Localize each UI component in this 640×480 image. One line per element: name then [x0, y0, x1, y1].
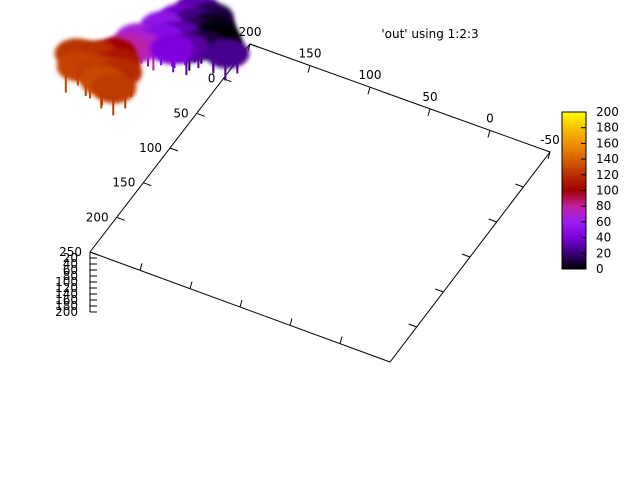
front-tick-mark	[339, 336, 343, 344]
y-tick-mark	[307, 65, 311, 73]
right-tick-mark	[408, 323, 417, 328]
colorbox-tick-label: 120	[596, 168, 619, 182]
y-tick-mark	[487, 130, 491, 138]
x-tick-label: 200	[86, 210, 109, 224]
right-tick-mark	[515, 183, 524, 188]
colorbox-tick-label: 20	[596, 246, 611, 260]
x-tick-label: 0	[208, 72, 216, 86]
z-tick-label: 60	[63, 263, 78, 277]
colorbox-tick-label: 160	[596, 136, 619, 150]
x-tick-label: 100	[139, 141, 162, 155]
y-tick-mark	[367, 87, 371, 95]
x-tick-mark	[249, 43, 259, 48]
z-tick-label: 100	[55, 275, 78, 289]
colorbox-tick-label: 40	[596, 231, 611, 245]
z-tick-label: 200	[55, 305, 78, 319]
x-tick-mark	[169, 147, 179, 152]
z-tick-label: 140	[55, 287, 78, 301]
z-tick-label: 160	[55, 293, 78, 307]
y-tick-label: 100	[359, 68, 382, 82]
colorbox-tick-label: 180	[596, 121, 619, 135]
surface-point	[92, 73, 137, 104]
right-tick-mark	[435, 288, 444, 293]
right-tick-mark	[461, 253, 471, 258]
z-tick-label: 20	[63, 251, 78, 265]
right-tick-mark	[488, 218, 497, 223]
front-tick-mark	[139, 263, 143, 271]
x-tick-label: 250	[59, 245, 82, 259]
front-tick-mark	[189, 281, 193, 289]
y-axis-ticks: 200 150 100 50 0 -50	[139, 25, 560, 344]
y-tick-label: 150	[299, 47, 322, 61]
x-tick-label: 50	[173, 106, 188, 120]
z-tick-label: 120	[55, 281, 78, 295]
colorbox-tick-label: 60	[596, 215, 611, 229]
colorbox-tick-label: 100	[596, 184, 619, 198]
y-tick-label: 200	[239, 25, 262, 39]
x-tick-mark	[116, 216, 125, 221]
surface-point	[150, 34, 195, 65]
front-tick-mark	[289, 318, 293, 326]
z-tick-label: 180	[55, 299, 78, 313]
y-tick-label: 50	[422, 90, 437, 104]
colorbox-tick-label: 140	[596, 152, 619, 166]
x-tick-mark	[143, 182, 152, 187]
y-tick-mark	[547, 151, 551, 160]
z-tick-label: 40	[63, 257, 78, 271]
colorbox-tick-label: 200	[596, 105, 619, 119]
surface-point	[205, 38, 250, 69]
colorbox-tick-label: 0	[596, 262, 604, 276]
z-tick-label: 80	[63, 269, 78, 283]
base-box	[89, 43, 551, 363]
legend-label: 'out' using 1:2:3	[381, 27, 478, 41]
base-frame	[89, 43, 551, 363]
colorbox-tick-label: 80	[596, 199, 611, 213]
y-tick-label: 0	[486, 111, 494, 125]
surface	[54, 0, 250, 116]
x-tick-mark	[89, 251, 99, 256]
x-tick-mark	[196, 112, 205, 117]
front-tick-mark	[239, 299, 243, 308]
x-tick-label: 150	[112, 176, 135, 190]
y-tick-label: -50	[540, 133, 560, 147]
y-tick-mark	[427, 108, 431, 116]
